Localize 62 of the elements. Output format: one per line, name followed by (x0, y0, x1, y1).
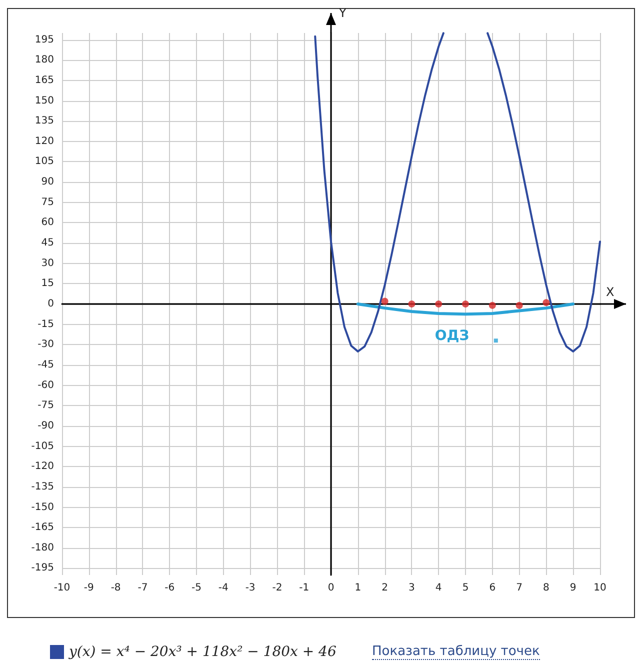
point (516, 302, 523, 309)
x-tick-label: 3 (408, 582, 415, 594)
x-axis-title: X (606, 285, 614, 299)
y-tick-label: 0 (48, 298, 54, 310)
y-tick-label: 75 (41, 196, 54, 208)
x-tick-label: 2 (382, 582, 388, 594)
y-tick-label: 60 (41, 217, 54, 228)
x-tick-label: 9 (570, 582, 576, 594)
y-tick-label: -180 (31, 542, 54, 554)
y-tick-label: -15 (38, 318, 54, 330)
x-tick-label: -4 (218, 582, 228, 594)
x-tick-label: -7 (138, 582, 148, 594)
y-tick-label: 45 (41, 238, 54, 249)
y-tick-label: -165 (31, 522, 54, 534)
text: Показать таблицу точек (372, 644, 540, 660)
x-tick-label: 1 (354, 582, 362, 594)
y-tick-label: 180 (34, 54, 54, 66)
y-tick-label: 150 (34, 95, 54, 106)
y-axis-title: Y (338, 6, 347, 20)
x-tick-label: -2 (272, 582, 282, 594)
point (488, 302, 496, 309)
annotation: ОДЗ (434, 328, 470, 344)
legend-label: y(x) = x⁴ − 20x³ + 118x² − 180x + 46 (68, 644, 336, 660)
y-tick-label: 165 (34, 74, 54, 86)
y-tick-label: -75 (38, 400, 54, 412)
y-tick-label: -135 (31, 481, 54, 492)
x-tick-label: 10 (594, 582, 606, 594)
y-tick-label: -90 (38, 420, 54, 432)
y-tick-label: -195 (31, 562, 54, 574)
y-tick-label: -105 (31, 440, 54, 452)
x-tick-label: 6 (489, 582, 496, 594)
point (494, 338, 498, 343)
x-tick-label: -5 (192, 582, 202, 594)
y-tick-label: 195 (34, 34, 54, 46)
x-tick-label: 8 (543, 582, 550, 594)
y-tick-label: -45 (38, 359, 54, 370)
x-tick-label: -8 (110, 582, 121, 594)
point (542, 299, 550, 306)
x-tick-label: -3 (245, 582, 256, 594)
y-tick-label: -120 (31, 461, 54, 472)
point (408, 300, 416, 308)
y-tick-label: 120 (34, 136, 54, 147)
y-tick-label: 135 (34, 116, 54, 127)
x-tick-label: -10 (54, 582, 70, 594)
point (462, 300, 469, 308)
x-tick-label: -6 (164, 582, 175, 594)
point (435, 300, 442, 308)
y-tick-label: -150 (31, 502, 54, 513)
x-tick-label: -9 (84, 582, 94, 594)
line-series (356, 302, 575, 316)
x-tick-label: -1 (299, 582, 310, 594)
point (381, 298, 388, 305)
y-tick-label: 90 (41, 176, 54, 188)
y-tick-label: 30 (41, 258, 54, 269)
y-tick-label: 15 (41, 278, 54, 290)
x-tick-label: 7 (516, 582, 522, 594)
y-tick-label: -60 (38, 380, 54, 391)
y-tick-label: 105 (34, 156, 54, 168)
y-tick-label: -30 (38, 339, 54, 350)
x-tick-label: 5 (462, 582, 469, 594)
x-tick-label: 4 (435, 582, 442, 594)
x-tick-label: 0 (328, 582, 334, 594)
